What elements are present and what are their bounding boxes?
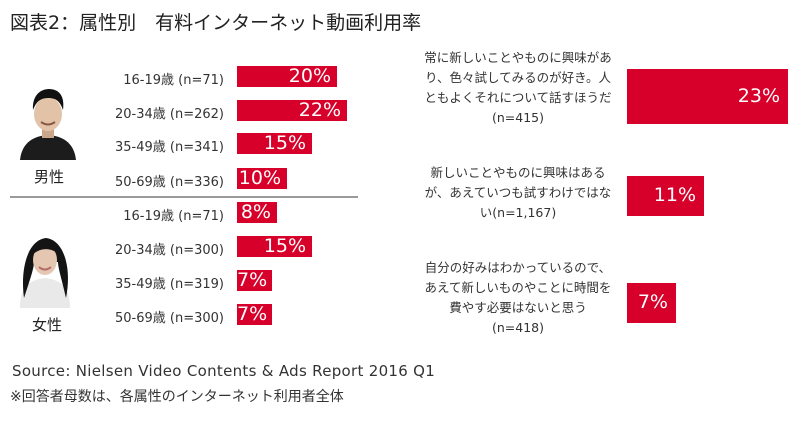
bar-value-label: 7% [237,303,268,325]
category-label-line: い(n=1,167) [479,205,557,220]
bar [237,168,287,189]
bar [627,69,788,124]
category-label: 20-34歳 (n=300) [115,243,224,258]
category-label: 16-19歳 (n=71) [123,73,224,88]
category-label-line: 新しいことやものに興味はある [430,165,606,180]
bar-value-label: 11% [653,184,696,206]
category-label: 常に新しいことやものに興味があ り、色々試してみるのが好き。人 ともよくそれについて… [418,48,618,128]
category-label-line: 自分の好みはわかっているので、 [424,260,612,275]
category-label: 16-19歳 (n=71) [123,209,224,224]
category-label-line: あえて新しいものやことに時間を [424,280,612,295]
category-label-line: (n=418) [491,320,544,335]
bar-value-label: 22% [298,99,341,121]
bar [237,304,272,325]
bar-value-label: 20% [288,65,331,87]
category-label: 50-69歳 (n=336) [115,175,224,190]
bar-value-label: 10% [238,167,281,189]
category-label-line: が、あえていつも試すわけではな [424,185,612,200]
bar-value-label: 23% [737,84,780,107]
bar-value-label: 8% [240,201,271,223]
bar [237,133,312,154]
bar [627,176,704,216]
group-divider [10,196,358,198]
footnote-text: ※回答者母数は、各属性のインターネット利用者全体 [10,389,344,405]
bar-value-label: 15% [263,132,306,154]
bar [237,66,337,87]
man-photo-icon [20,89,76,160]
category-label-line: り、色々試してみるのが好き。人 [424,70,611,85]
category-label: 新しいことやものに興味はある が、あえていつも試すわけではな い(n=1,167) [418,163,618,223]
category-label-line: 費やす必要はないと思う [449,300,587,315]
bar [237,202,277,223]
bar [237,270,272,291]
source-text: Source: Nielsen Video Contents & Ads Rep… [12,362,436,380]
bar-value-label: 7% [637,291,668,313]
female-label: 女性 [32,316,63,334]
category-label-line: 常に新しいことやものに興味があ [424,50,612,65]
category-label: 35-49歳 (n=319) [115,277,224,292]
chart-title: 図表2：属性別 有料インターネット動画利用率 [10,12,422,34]
male-label: 男性 [34,168,65,186]
bar [237,236,312,257]
bar-value-label: 7% [237,269,268,291]
woman-photo-icon [20,238,70,308]
bar [627,283,676,323]
category-label: 35-49歳 (n=341) [115,140,224,155]
category-label: 50-69歳 (n=300) [115,311,224,326]
category-label: 自分の好みはわかっているので、 あえて新しいものやことに時間を 費やす必要はないと思… [418,258,618,338]
bar [237,100,347,121]
category-label: 20-34歳 (n=262) [115,107,224,122]
category-label-line: (n=415) [491,110,544,125]
category-label-line: ともよくそれについて話すほうだ [424,90,612,105]
bar-value-label: 15% [263,235,306,257]
